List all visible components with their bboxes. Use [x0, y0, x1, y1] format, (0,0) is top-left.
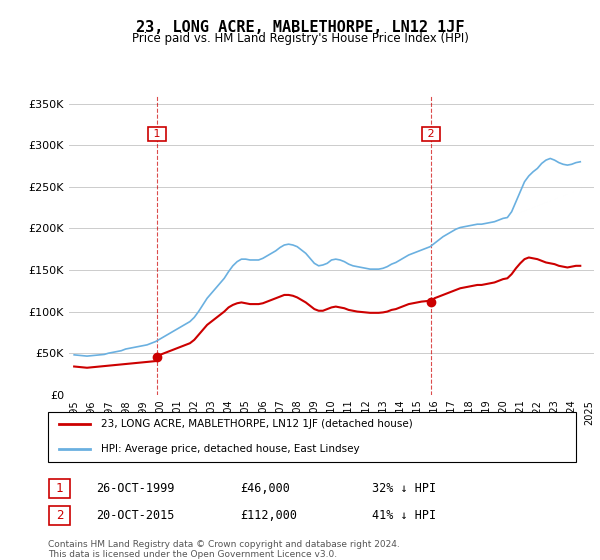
FancyBboxPatch shape: [48, 412, 576, 462]
Text: 41% ↓ HPI: 41% ↓ HPI: [372, 509, 436, 522]
Text: 1: 1: [150, 129, 164, 139]
Text: 23, LONG ACRE, MABLETHORPE, LN12 1JF (detached house): 23, LONG ACRE, MABLETHORPE, LN12 1JF (de…: [101, 419, 413, 429]
Text: 2: 2: [424, 129, 438, 139]
Text: 20-OCT-2015: 20-OCT-2015: [96, 509, 175, 522]
FancyBboxPatch shape: [49, 479, 70, 498]
Text: 23, LONG ACRE, MABLETHORPE, LN12 1JF: 23, LONG ACRE, MABLETHORPE, LN12 1JF: [136, 20, 464, 35]
FancyBboxPatch shape: [49, 506, 70, 525]
Text: Price paid vs. HM Land Registry's House Price Index (HPI): Price paid vs. HM Land Registry's House …: [131, 32, 469, 45]
Text: HPI: Average price, detached house, East Lindsey: HPI: Average price, detached house, East…: [101, 445, 359, 454]
Text: Contains HM Land Registry data © Crown copyright and database right 2024.
This d: Contains HM Land Registry data © Crown c…: [48, 540, 400, 559]
Text: 32% ↓ HPI: 32% ↓ HPI: [372, 482, 436, 496]
Text: 26-OCT-1999: 26-OCT-1999: [96, 482, 175, 496]
Text: £46,000: £46,000: [240, 482, 290, 496]
Text: £112,000: £112,000: [240, 509, 297, 522]
Text: 1: 1: [56, 482, 63, 496]
Text: 2: 2: [56, 509, 63, 522]
